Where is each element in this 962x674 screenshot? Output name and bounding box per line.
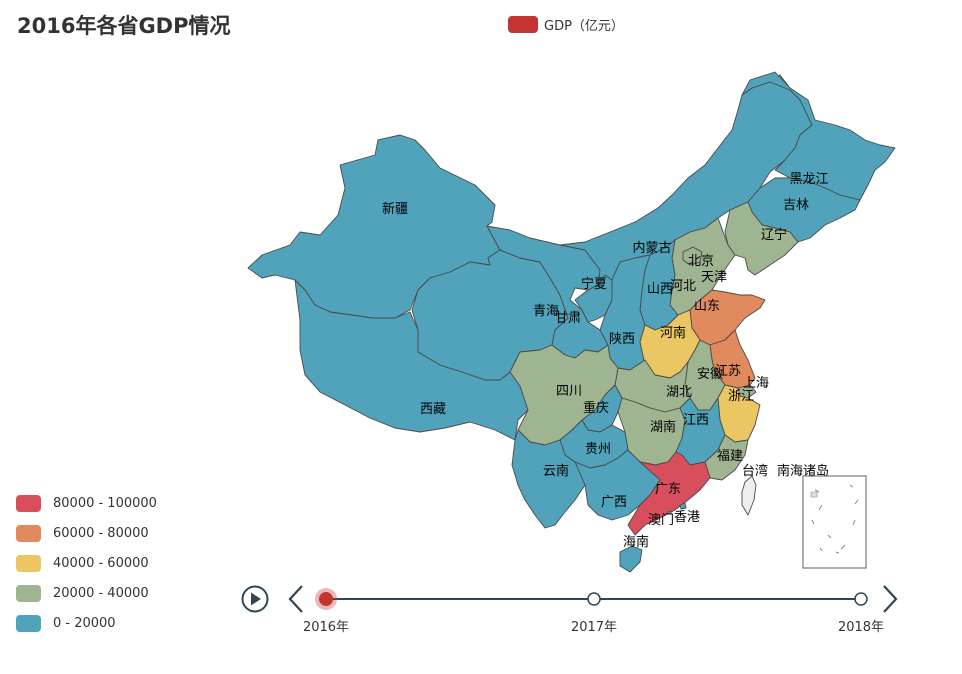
timeline-point[interactable] <box>319 592 333 606</box>
visual-map: 80000 - 100000 60000 - 80000 40000 - 600… <box>16 488 157 638</box>
province-region[interactable] <box>704 434 749 481</box>
chevron-right-icon[interactable] <box>883 585 898 613</box>
province-label: 甘肃 <box>555 311 581 326</box>
province-region[interactable] <box>741 475 757 516</box>
province-label: 陕西 <box>609 332 635 347</box>
province-label: 江苏 <box>715 363 741 379</box>
play-icon <box>251 592 261 606</box>
timeline-point[interactable] <box>854 592 868 606</box>
chart-title: 2016年各省GDP情况 <box>17 14 231 38</box>
province-region[interactable] <box>619 545 643 573</box>
province-label: 广东 <box>655 482 681 497</box>
province-label: 内蒙古 <box>632 240 671 256</box>
visual-map-item[interactable]: 60000 - 80000 <box>16 518 157 548</box>
province-label: 四川 <box>556 384 582 399</box>
timeline-tick-label[interactable]: 2017年 <box>571 620 617 635</box>
province-label: 香港 <box>674 510 700 525</box>
visual-map-label: 80000 - 100000 <box>53 495 157 511</box>
province-label: 湖南 <box>650 419 676 435</box>
chevron-left-icon[interactable] <box>288 585 303 613</box>
visual-map-swatch <box>16 554 41 572</box>
province-label: 河北 <box>670 279 696 294</box>
province-region[interactable] <box>667 510 672 515</box>
province-label: 云南 <box>543 463 569 479</box>
province-label: 广西 <box>601 495 627 510</box>
visual-map-label: 0 - 20000 <box>53 615 116 631</box>
province-region[interactable] <box>679 502 687 510</box>
legend-label: GDP（亿元） <box>544 19 624 34</box>
timeline-point[interactable] <box>587 592 601 606</box>
visual-map-label: 20000 - 40000 <box>53 585 149 601</box>
visual-map-swatch <box>16 494 41 512</box>
play-button[interactable] <box>241 585 269 613</box>
visual-map-label: 60000 - 80000 <box>53 525 149 541</box>
province-label: 台湾 <box>742 463 768 479</box>
province-label: 贵州 <box>585 442 611 457</box>
province-label: 新疆 <box>382 201 408 217</box>
visual-map-item[interactable]: 20000 - 40000 <box>16 578 157 608</box>
province-label: 山东 <box>694 299 720 314</box>
province-label: 安徽 <box>697 367 723 382</box>
province-label: 宁夏 <box>581 276 607 292</box>
province-label: 浙江 <box>728 389 754 404</box>
province-label: 青海 <box>533 304 559 319</box>
visual-map-item[interactable]: 40000 - 60000 <box>16 548 157 578</box>
legend-swatch <box>508 16 538 33</box>
visual-map-swatch <box>16 614 41 632</box>
province-label: 海南 <box>623 534 649 550</box>
province-label: 天津 <box>701 270 727 285</box>
province-region[interactable] <box>627 451 711 536</box>
province-label: 山西 <box>647 282 673 297</box>
province-label: 重庆 <box>583 400 609 416</box>
province-label: 湖北 <box>666 385 692 400</box>
province-label: 辽宁 <box>761 227 787 243</box>
province-region[interactable] <box>511 429 591 529</box>
province-label: 北京 <box>688 254 714 269</box>
legend-item-gdp[interactable]: GDP（亿元） <box>508 15 624 34</box>
province-label: 福建 <box>717 449 743 464</box>
visual-map-swatch <box>16 524 41 542</box>
province-label: 河南 <box>660 325 686 341</box>
province-label: 江西 <box>683 413 709 428</box>
province-label: 南海诸岛 <box>777 463 829 479</box>
visual-map-item[interactable]: 0 - 20000 <box>16 608 157 638</box>
south-china-sea-inset <box>802 475 867 569</box>
timeline-tick-label[interactable]: 2018年 <box>838 620 884 635</box>
timeline-tick-label[interactable]: 2016年 <box>303 620 349 635</box>
province-label: 澳门 <box>648 512 674 528</box>
province-label: 西藏 <box>420 402 446 417</box>
province-label: 黑龙江 <box>789 172 828 187</box>
visual-map-label: 40000 - 60000 <box>53 555 149 571</box>
visual-map-swatch <box>16 584 41 602</box>
province-label: 上海 <box>743 376 769 391</box>
visual-map-item[interactable]: 80000 - 100000 <box>16 488 157 518</box>
province-label: 吉林 <box>783 198 809 213</box>
